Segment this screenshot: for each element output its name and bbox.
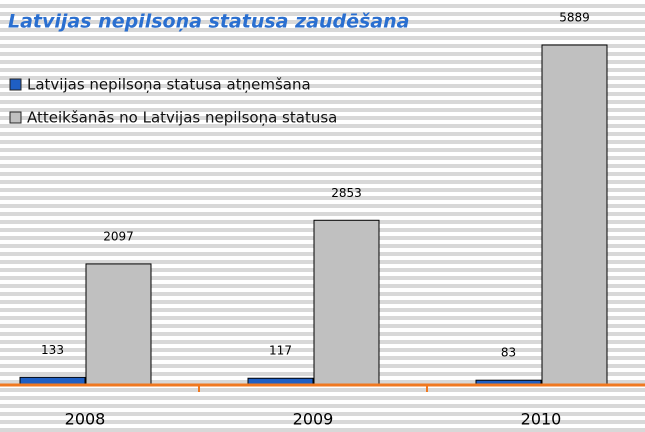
x-tick-label: 2008	[65, 410, 106, 429]
bar	[85, 263, 152, 386]
bar	[313, 219, 380, 386]
data-label: 2853	[331, 186, 362, 200]
chart-title: Latvijas nepilsoņa statusa zaudēšana	[8, 11, 409, 33]
x-tick-label: 2010	[521, 410, 562, 429]
x-tick-label: 2009	[293, 410, 334, 429]
data-label: 2097	[103, 229, 134, 243]
data-label: 133	[41, 343, 64, 357]
bar	[541, 44, 608, 386]
data-label: 5889	[559, 11, 590, 25]
data-label: 117	[269, 344, 292, 358]
legend-swatch	[9, 78, 22, 91]
legend-label: Atteikšanās no Latvijas nepilsoņa status…	[27, 109, 337, 127]
data-label: 83	[501, 346, 516, 360]
legend-label: Latvijas nepilsoņa statusa atņemšana	[27, 76, 311, 94]
legend-swatch	[9, 111, 22, 124]
